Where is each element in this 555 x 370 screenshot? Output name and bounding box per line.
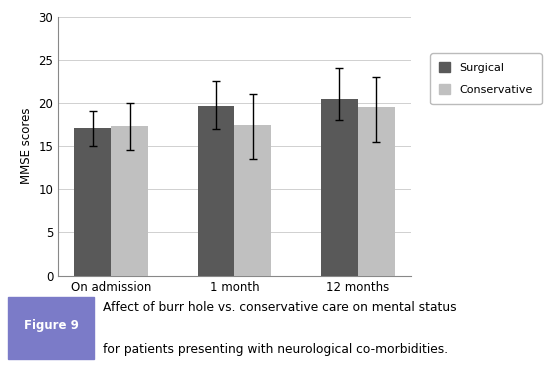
Bar xyxy=(321,99,358,276)
Y-axis label: MMSE scores: MMSE scores xyxy=(20,108,33,184)
Text: for patients presenting with neurological co-morbidities.: for patients presenting with neurologica… xyxy=(103,343,448,356)
Bar xyxy=(111,126,148,276)
Bar xyxy=(358,107,395,276)
Bar xyxy=(235,125,271,276)
FancyBboxPatch shape xyxy=(8,297,94,359)
Text: Affect of burr hole vs. conservative care on mental status: Affect of burr hole vs. conservative car… xyxy=(103,301,456,314)
Bar xyxy=(74,128,111,276)
Text: Figure 9: Figure 9 xyxy=(24,319,79,332)
Legend: Surgical, Conservative: Surgical, Conservative xyxy=(430,53,542,104)
Bar xyxy=(198,105,235,276)
